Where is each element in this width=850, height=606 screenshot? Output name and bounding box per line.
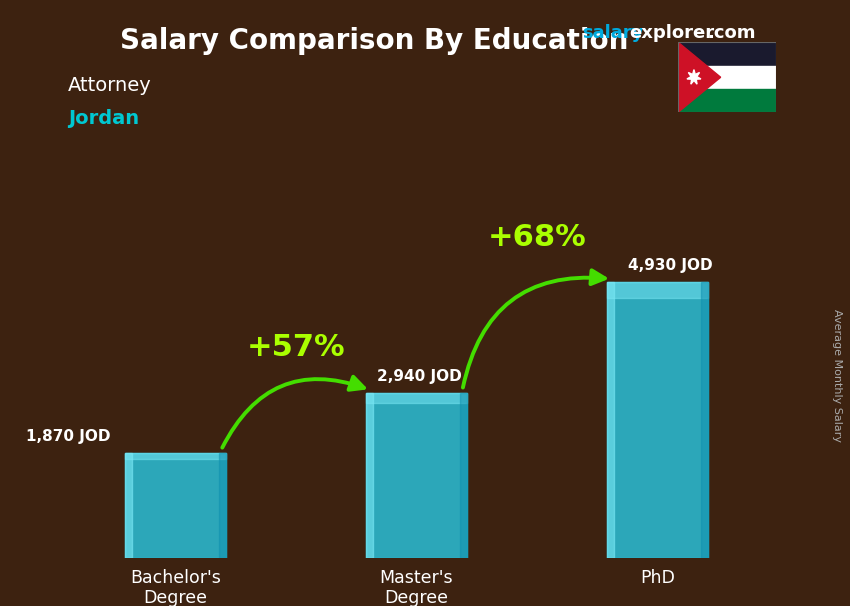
Bar [460, 393, 468, 558]
Text: +57%: +57% [246, 333, 345, 362]
Bar [607, 282, 708, 298]
Bar [678, 65, 776, 89]
Text: +68%: +68% [488, 223, 586, 252]
Bar [125, 453, 226, 558]
Text: explorer: explorer [629, 24, 714, 42]
Bar [678, 89, 776, 112]
Bar [366, 393, 373, 558]
Text: Attorney: Attorney [68, 76, 152, 95]
Bar [607, 282, 708, 558]
Polygon shape [678, 42, 721, 112]
Text: 1,870 JOD: 1,870 JOD [26, 429, 110, 444]
Text: 4,930 JOD: 4,930 JOD [627, 258, 712, 273]
Bar [366, 393, 468, 558]
Bar [607, 282, 615, 558]
Text: Average Monthly Salary: Average Monthly Salary [832, 309, 842, 442]
Text: 2,940 JOD: 2,940 JOD [377, 369, 462, 384]
Text: salary: salary [582, 24, 643, 42]
Bar [678, 42, 776, 65]
Text: .com: .com [707, 24, 756, 42]
Text: Salary Comparison By Education: Salary Comparison By Education [120, 27, 628, 55]
Bar [366, 393, 468, 403]
Polygon shape [687, 70, 701, 84]
Bar [125, 453, 132, 558]
Text: Jordan: Jordan [68, 109, 139, 128]
Bar [218, 453, 226, 558]
Bar [125, 453, 226, 459]
Bar [701, 282, 708, 558]
